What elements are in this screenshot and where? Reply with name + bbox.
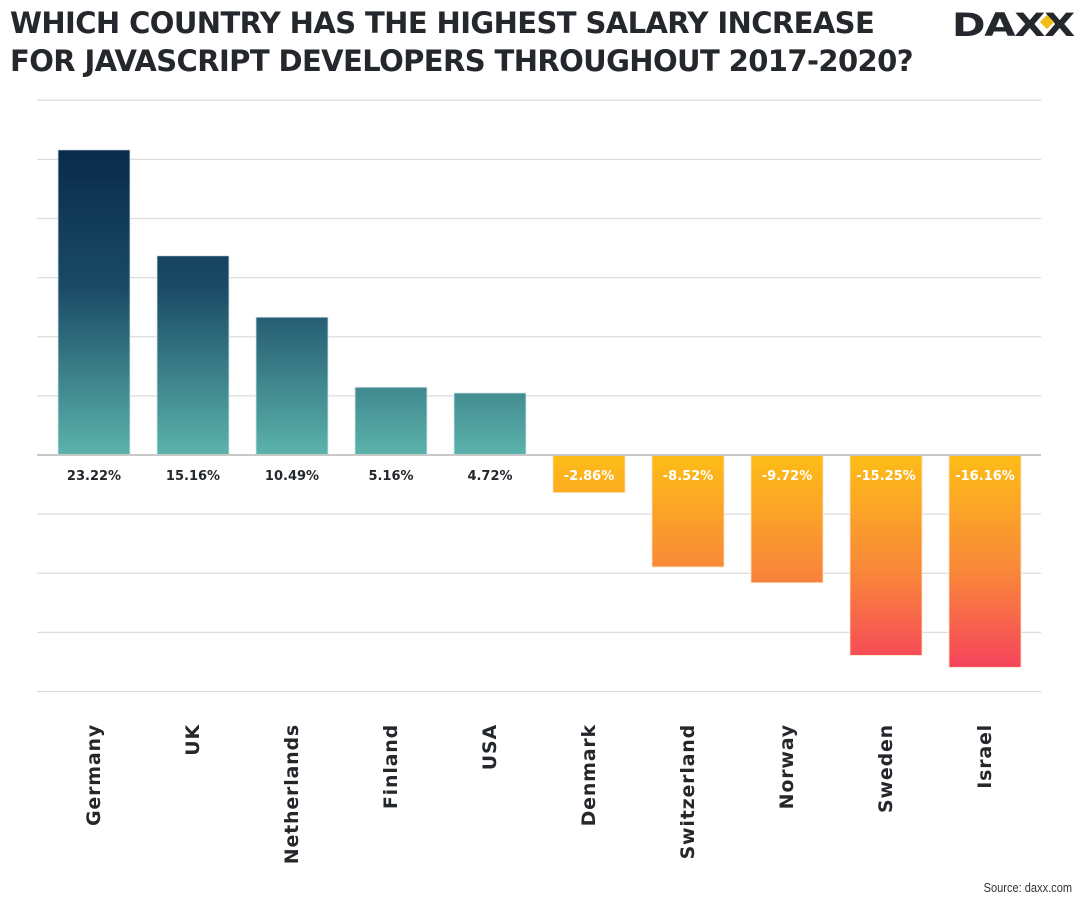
value-label: -9.72%: [762, 469, 813, 484]
bar-usa: [453, 392, 527, 456]
daxx-logo-text: DAXX: [952, 7, 1074, 41]
value-label: 5.16%: [368, 469, 413, 484]
value-label: 23.22%: [67, 469, 121, 484]
bar-sweden: [849, 454, 923, 656]
value-label: -8.52%: [663, 469, 714, 484]
category-label: Switzerland: [677, 724, 699, 859]
bar-uk: [156, 255, 230, 456]
bars: [57, 149, 1022, 668]
chart-title-line-1: WHICH COUNTRY HAS THE HIGHEST SALARY INC…: [10, 6, 875, 40]
value-label: 15.16%: [166, 469, 220, 484]
value-labels: 23.22% 15.16% 10.49% 5.16% 4.72% -2.86% -8.52%…: [67, 469, 1015, 484]
category-labels: Germany UK Netherlands Finland USA Denmark Swi…: [83, 724, 996, 865]
value-label: 10.49%: [265, 469, 319, 484]
value-label: -2.86%: [564, 469, 615, 484]
daxx-logo: DAXX: [952, 7, 1074, 41]
category-label: USA: [479, 724, 501, 770]
category-label: Norway: [776, 724, 798, 809]
category-label: UK: [182, 724, 204, 756]
bar-germany: [57, 149, 131, 456]
bar-netherlands: [255, 316, 329, 456]
daxx-logo-diamond-icon: [1039, 14, 1055, 30]
value-label: 4.72%: [467, 469, 512, 484]
chart-title-line-2: FOR JAVASCRIPT DEVELOPERS THROUGHOUT 201…: [10, 44, 914, 78]
bar-israel: [948, 454, 1022, 668]
bar-norway: [750, 454, 824, 584]
bar-finland: [354, 386, 428, 456]
category-label: Germany: [83, 724, 105, 826]
category-label: Israel: [974, 724, 996, 789]
chart-title: WHICH COUNTRY HAS THE HIGHEST SALARY INC…: [10, 4, 914, 80]
category-label: Netherlands: [281, 724, 303, 864]
category-label: Denmark: [578, 724, 600, 826]
value-label: -16.16%: [955, 469, 1015, 484]
value-label: -15.25%: [856, 469, 916, 484]
category-label: Sweden: [875, 724, 897, 813]
category-label: Finland: [380, 724, 402, 809]
source-note: Source: daxx.com: [983, 880, 1072, 895]
